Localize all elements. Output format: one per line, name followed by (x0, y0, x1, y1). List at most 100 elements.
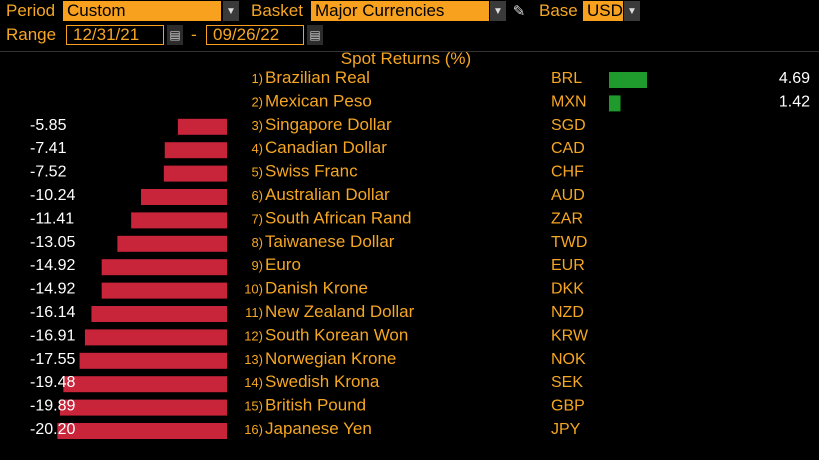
currency-code-aud: AUD (551, 187, 585, 204)
currency-name-sek[interactable]: Swedish Krona (265, 372, 380, 391)
currency-name-sgd[interactable]: Singapore Dollar (265, 115, 392, 134)
base-value: USD (587, 1, 623, 20)
currency-name-brl[interactable]: Brazilian Real (265, 68, 370, 87)
currency-name-jpy[interactable]: Japanese Yen (265, 419, 372, 438)
value-label-aud: -10.24 (30, 187, 75, 204)
value-label-twd: -13.05 (30, 234, 75, 251)
rank-label: 11) (245, 305, 263, 320)
range-end-value: 09/26/22 (213, 25, 280, 44)
bar-dkk (101, 282, 227, 299)
currency-name-eur[interactable]: Euro (265, 255, 301, 274)
currency-code-nzd: NZD (551, 304, 584, 321)
bar-nok (79, 352, 227, 369)
bar-brl (609, 72, 647, 88)
basket-dropdown-arrow-icon[interactable]: ▼ (490, 1, 506, 21)
value-label-chf: -7.52 (30, 164, 67, 181)
range-start-value: 12/31/21 (73, 25, 140, 44)
base-dropdown-arrow-icon[interactable]: ▼ (624, 1, 640, 21)
period-dropdown-arrow-icon[interactable]: ▼ (223, 1, 239, 21)
currency-name-mxn[interactable]: Mexican Peso (265, 91, 372, 110)
value-label-nzd: -16.14 (30, 304, 75, 321)
bar-sgd (177, 118, 227, 135)
bar-gbp (59, 399, 228, 416)
range-label: Range (6, 25, 57, 44)
bar-mxn (609, 95, 621, 112)
bar-twd (117, 235, 227, 252)
toolbar-row-2: Range 12/31/21 ▤ - 09/26/22 ▤ (0, 24, 819, 46)
currency-code-chf: CHF (551, 164, 584, 181)
bar-jpy (57, 423, 227, 439)
basket-value: Major Currencies (315, 1, 445, 20)
rank-label: 8) (251, 235, 263, 250)
bar-nzd (91, 306, 227, 322)
currency-code-mxn: MXN (551, 93, 587, 110)
base-select[interactable]: USD (583, 1, 623, 21)
range-start-input[interactable]: 12/31/21 (66, 25, 164, 45)
rank-label: 5) (251, 165, 263, 180)
value-label-gbp: -19.89 (30, 398, 75, 415)
bar-krw (84, 329, 228, 346)
value-label-cad: -7.41 (30, 140, 67, 157)
currency-name-cad[interactable]: Canadian Dollar (265, 138, 387, 157)
value-label-sek: -19.48 (30, 374, 75, 391)
rank-label: 6) (251, 188, 263, 203)
value-label-mxn: 1.42 (779, 93, 810, 110)
currency-name-nok[interactable]: Norwegian Krone (265, 349, 396, 368)
currency-name-aud[interactable]: Australian Dollar (265, 185, 390, 204)
rank-label: 10) (244, 282, 263, 297)
bar-sek (63, 376, 228, 393)
value-label-dkk: -14.92 (30, 281, 75, 298)
currency-name-chf[interactable]: Swiss Franc (265, 162, 358, 181)
currency-code-nok: NOK (551, 351, 586, 368)
value-label-eur: -14.92 (30, 257, 75, 274)
rank-label: 7) (251, 211, 263, 226)
value-label-krw: -16.91 (30, 327, 75, 344)
rank-label: 4) (251, 141, 263, 156)
period-value: Custom (67, 1, 126, 20)
currency-name-gbp[interactable]: British Pound (265, 396, 366, 415)
bar-aud (140, 189, 227, 205)
toolbar-row-1: Period Custom ▼ Basket Major Currencies … (0, 0, 819, 22)
bar-chf (163, 165, 227, 182)
rank-label: 3) (251, 118, 263, 133)
range-end-input[interactable]: 09/26/22 (206, 25, 304, 45)
range-start-calendar-icon[interactable]: ▤ (167, 25, 183, 45)
rank-label: 2) (251, 94, 263, 109)
currency-name-dkk[interactable]: Danish Krone (265, 279, 368, 298)
period-label: Period (6, 1, 56, 20)
base-label: Base (539, 1, 578, 20)
rank-label: 16) (244, 422, 263, 437)
range-end-calendar-icon[interactable]: ▤ (307, 25, 323, 45)
range-separator: - (191, 25, 197, 44)
currency-name-nzd[interactable]: New Zealand Dollar (265, 302, 415, 321)
value-label-brl: 4.69 (779, 70, 810, 87)
bar-cad (164, 142, 227, 159)
basket-select[interactable]: Major Currencies (311, 1, 489, 21)
currency-name-twd[interactable]: Taiwanese Dollar (265, 232, 395, 251)
period-select[interactable]: Custom (63, 1, 221, 21)
rank-label: 15) (244, 399, 263, 414)
currency-code-sek: SEK (551, 374, 583, 391)
rank-label: 1) (251, 71, 263, 86)
header-divider (0, 51, 819, 52)
pencil-icon[interactable]: ✎ (512, 3, 526, 20)
currency-name-zar[interactable]: South African Rand (265, 208, 411, 227)
bar-eur (101, 259, 227, 276)
rank-label: 12) (244, 328, 263, 343)
currency-code-eur: EUR (551, 257, 585, 274)
currency-code-dkk: DKK (551, 281, 584, 298)
currency-code-jpy: JPY (551, 421, 581, 438)
value-label-jpy: -20.20 (30, 421, 75, 438)
value-label-sgd: -5.85 (30, 117, 67, 134)
currency-code-brl: BRL (551, 70, 582, 87)
currency-code-zar: ZAR (551, 210, 583, 227)
currency-name-krw[interactable]: South Korean Won (265, 325, 408, 344)
rank-label: 13) (244, 352, 263, 367)
currency-code-twd: TWD (551, 234, 587, 251)
rank-label: 9) (251, 258, 263, 273)
basket-label: Basket (251, 1, 303, 20)
chart-rows: 4.69 1) Brazilian Real BRL 1.42 2) Mexican Pes… (30, 68, 810, 439)
currency-code-cad: CAD (551, 140, 585, 157)
value-label-nok: -17.55 (30, 351, 75, 368)
